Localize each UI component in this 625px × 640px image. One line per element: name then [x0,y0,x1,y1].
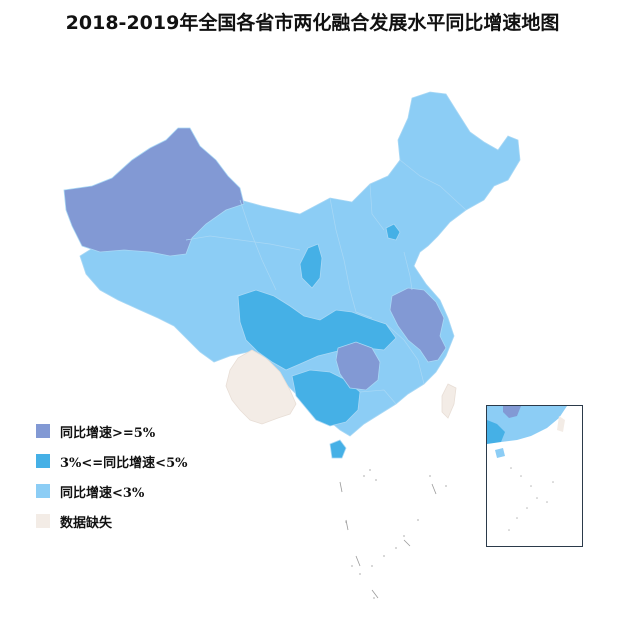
legend-label-high: 同比增速>=5% [60,425,156,441]
legend-label-mid: 3%<=同比增速<5% [60,455,188,471]
nine-dash-line [339,481,437,599]
province-boundaries [185,159,467,405]
inset-islands [508,467,554,531]
region-missing-yunnan [225,349,297,425]
region-mid-sichuan [237,289,397,371]
region-xinjiang [63,127,245,257]
region-mid-ningxia [299,243,323,289]
inset-coast-mid [487,420,505,444]
legend-item-low: 同比增速<3% [36,480,187,502]
inset-coast-high [503,406,521,418]
inset-map [487,406,567,531]
legend-item-missing: 数据缺失 [36,510,187,532]
legend-swatch-low [36,484,50,498]
map-legend: 同比增速>=5% 3%<=同比增速<5% 同比增速<3% 数据缺失 [36,420,187,540]
legend-swatch-missing [36,514,50,528]
inset-taiwan [557,416,565,432]
south-sea-islands [345,469,447,599]
map-title: 2018-2019年全国各省市两化融合发展水平同比增速地图 [65,12,560,34]
legend-label-missing: 数据缺失 [60,515,113,531]
legend-item-mid: 3%<=同比增速<5% [36,450,187,472]
region-mid-beijing [385,223,401,241]
south-china-sea-inset [486,405,583,547]
region-high-east [389,287,447,363]
region-mid-guangxi [291,369,361,427]
legend-item-high: 同比增速>=5% [36,420,187,442]
region-high-hunan [335,341,381,391]
legend-swatch-high [36,424,50,438]
region-missing-taiwan [441,383,457,419]
region-mid-hainan [329,439,347,459]
legend-label-low: 同比增速<3% [60,485,145,501]
inset-hainan [495,448,505,458]
legend-swatch-mid [36,454,50,468]
